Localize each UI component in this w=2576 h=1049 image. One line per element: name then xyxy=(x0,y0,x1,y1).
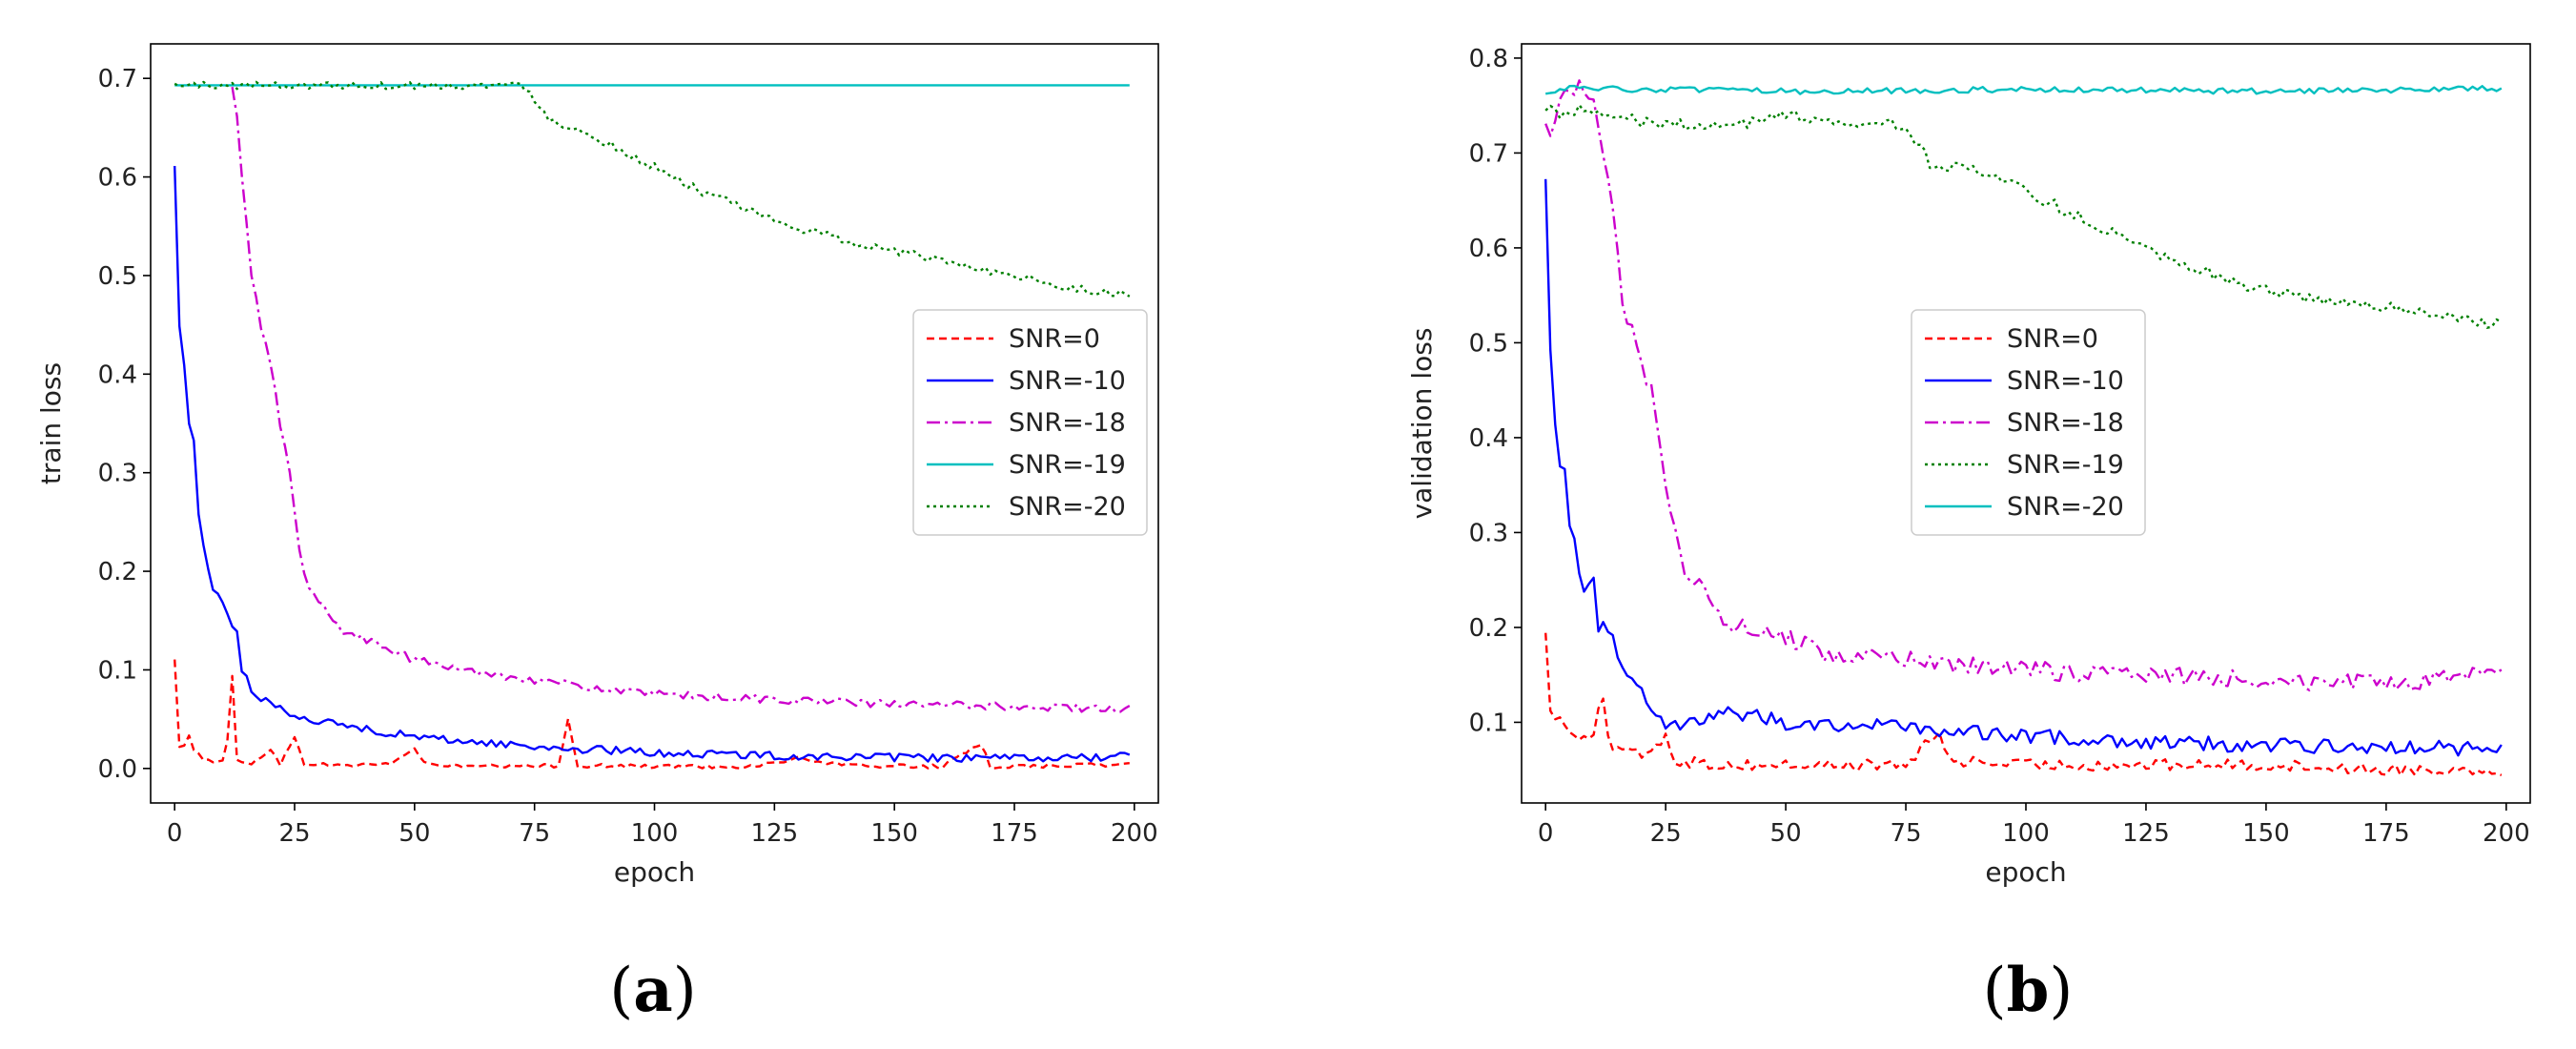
series-line-snr-20 xyxy=(1545,84,2503,95)
series-line-snr-19 xyxy=(1544,103,2503,329)
panel-label-close: ) xyxy=(673,956,697,1026)
legend-entry: SNR=-10 xyxy=(1009,366,1126,396)
legend-entry: SNR=-19 xyxy=(1009,450,1126,480)
panel-label: (b) xyxy=(1983,955,2074,1026)
x-tick-label: 25 xyxy=(1650,819,1682,848)
legend-entry: SNR=-18 xyxy=(2007,408,2124,438)
legend-entry: SNR=-18 xyxy=(1009,408,1126,438)
panel-label-close: ) xyxy=(2049,956,2073,1026)
y-tick-label: 0.7 xyxy=(98,65,137,93)
y-tick-label: 0.1 xyxy=(1469,709,1508,737)
x-tick-label: 75 xyxy=(519,819,550,848)
y-tick-label: 0.2 xyxy=(98,558,137,586)
x-tick-label: 75 xyxy=(1891,819,1922,848)
y-tick-label: 0.8 xyxy=(1469,45,1508,73)
x-tick-label: 100 xyxy=(631,819,679,848)
y-tick-label: 0.4 xyxy=(1469,424,1508,453)
series-line-snr-18 xyxy=(1544,79,2503,691)
series-line-snr0 xyxy=(174,659,1130,770)
y-tick-label: 0.4 xyxy=(98,360,137,389)
y-tick-label: 0.5 xyxy=(98,262,137,291)
chart-b: 0 25 50 75 100 125 150 175 200 0.1 0.2 0.3 0.4 0.5 0.6… xyxy=(1406,43,2531,1026)
series-line-snr-18 xyxy=(231,87,1131,713)
x-tick-label: 125 xyxy=(2122,819,2170,848)
legend-box xyxy=(1911,309,2146,536)
x-tick-label: 0 xyxy=(167,819,183,848)
legend: SNR=0 SNR=-10 SNR=-18 SNR=-19 SNR=-20 xyxy=(912,309,1148,536)
y-tick-label: 0.6 xyxy=(98,164,137,193)
x-axis-label: epoch xyxy=(614,856,695,888)
series-line-snr0 xyxy=(1544,632,2503,777)
x-tick-label: 150 xyxy=(870,819,918,848)
chart-a: 0 25 50 75 100 125 150 175 200 0.0 0.1 0.2 0.3 0.4 0.5… xyxy=(35,43,1159,1026)
x-tick-label: 125 xyxy=(751,819,799,848)
x-tick-label: 200 xyxy=(1111,819,1158,848)
legend-entry: SNR=-19 xyxy=(2007,450,2124,480)
y-tick-label: 0.7 xyxy=(1469,139,1508,168)
series-line-snr-10 xyxy=(174,165,1131,763)
panel-label-letter: b xyxy=(2007,955,2050,1026)
legend-entry: SNR=0 xyxy=(1009,324,1100,354)
legend-box xyxy=(912,309,1148,536)
x-tick-label: 0 xyxy=(1538,819,1554,848)
panel-label-open: ( xyxy=(1983,956,2007,1026)
y-tick-label: 0.3 xyxy=(1469,519,1508,547)
series-group xyxy=(174,80,1131,770)
panel-label-open: ( xyxy=(609,956,633,1026)
x-tick-label: 175 xyxy=(991,819,1038,848)
legend: SNR=0 SNR=-10 SNR=-18 SNR=-19 SNR=-20 xyxy=(1911,309,2146,536)
x-tick-label: 175 xyxy=(2362,819,2410,848)
y-axis-label: validation loss xyxy=(1406,328,1438,520)
legend-entry: SNR=0 xyxy=(2007,324,2098,354)
panel-label-letter: a xyxy=(633,955,672,1026)
series-group xyxy=(1544,79,2503,777)
y-tick-label: 0.2 xyxy=(1469,614,1508,643)
y-tick-label: 0.6 xyxy=(1469,235,1508,263)
series-line-snr-20 xyxy=(174,80,1131,298)
y-tick-label: 0.3 xyxy=(98,460,137,488)
x-tick-label: 150 xyxy=(2242,819,2290,848)
y-axis-label: train loss xyxy=(35,362,67,484)
x-tick-label: 25 xyxy=(278,819,310,848)
y-tick-label: 0.0 xyxy=(98,755,137,784)
panel-label: (a) xyxy=(609,955,696,1026)
x-axis-label: epoch xyxy=(1985,856,2066,888)
y-tick-label: 0.5 xyxy=(1469,329,1508,358)
x-tick-label: 50 xyxy=(399,819,430,848)
series-line-snr-10 xyxy=(1544,178,2503,757)
legend-entry: SNR=-10 xyxy=(2007,366,2124,396)
legend-entry: SNR=-20 xyxy=(2007,492,2124,522)
x-tick-label: 200 xyxy=(2483,819,2530,848)
y-tick-label: 0.1 xyxy=(98,656,137,685)
x-tick-label: 100 xyxy=(2002,819,2050,848)
legend-entry: SNR=-20 xyxy=(1009,492,1126,522)
x-tick-label: 50 xyxy=(1770,819,1802,848)
